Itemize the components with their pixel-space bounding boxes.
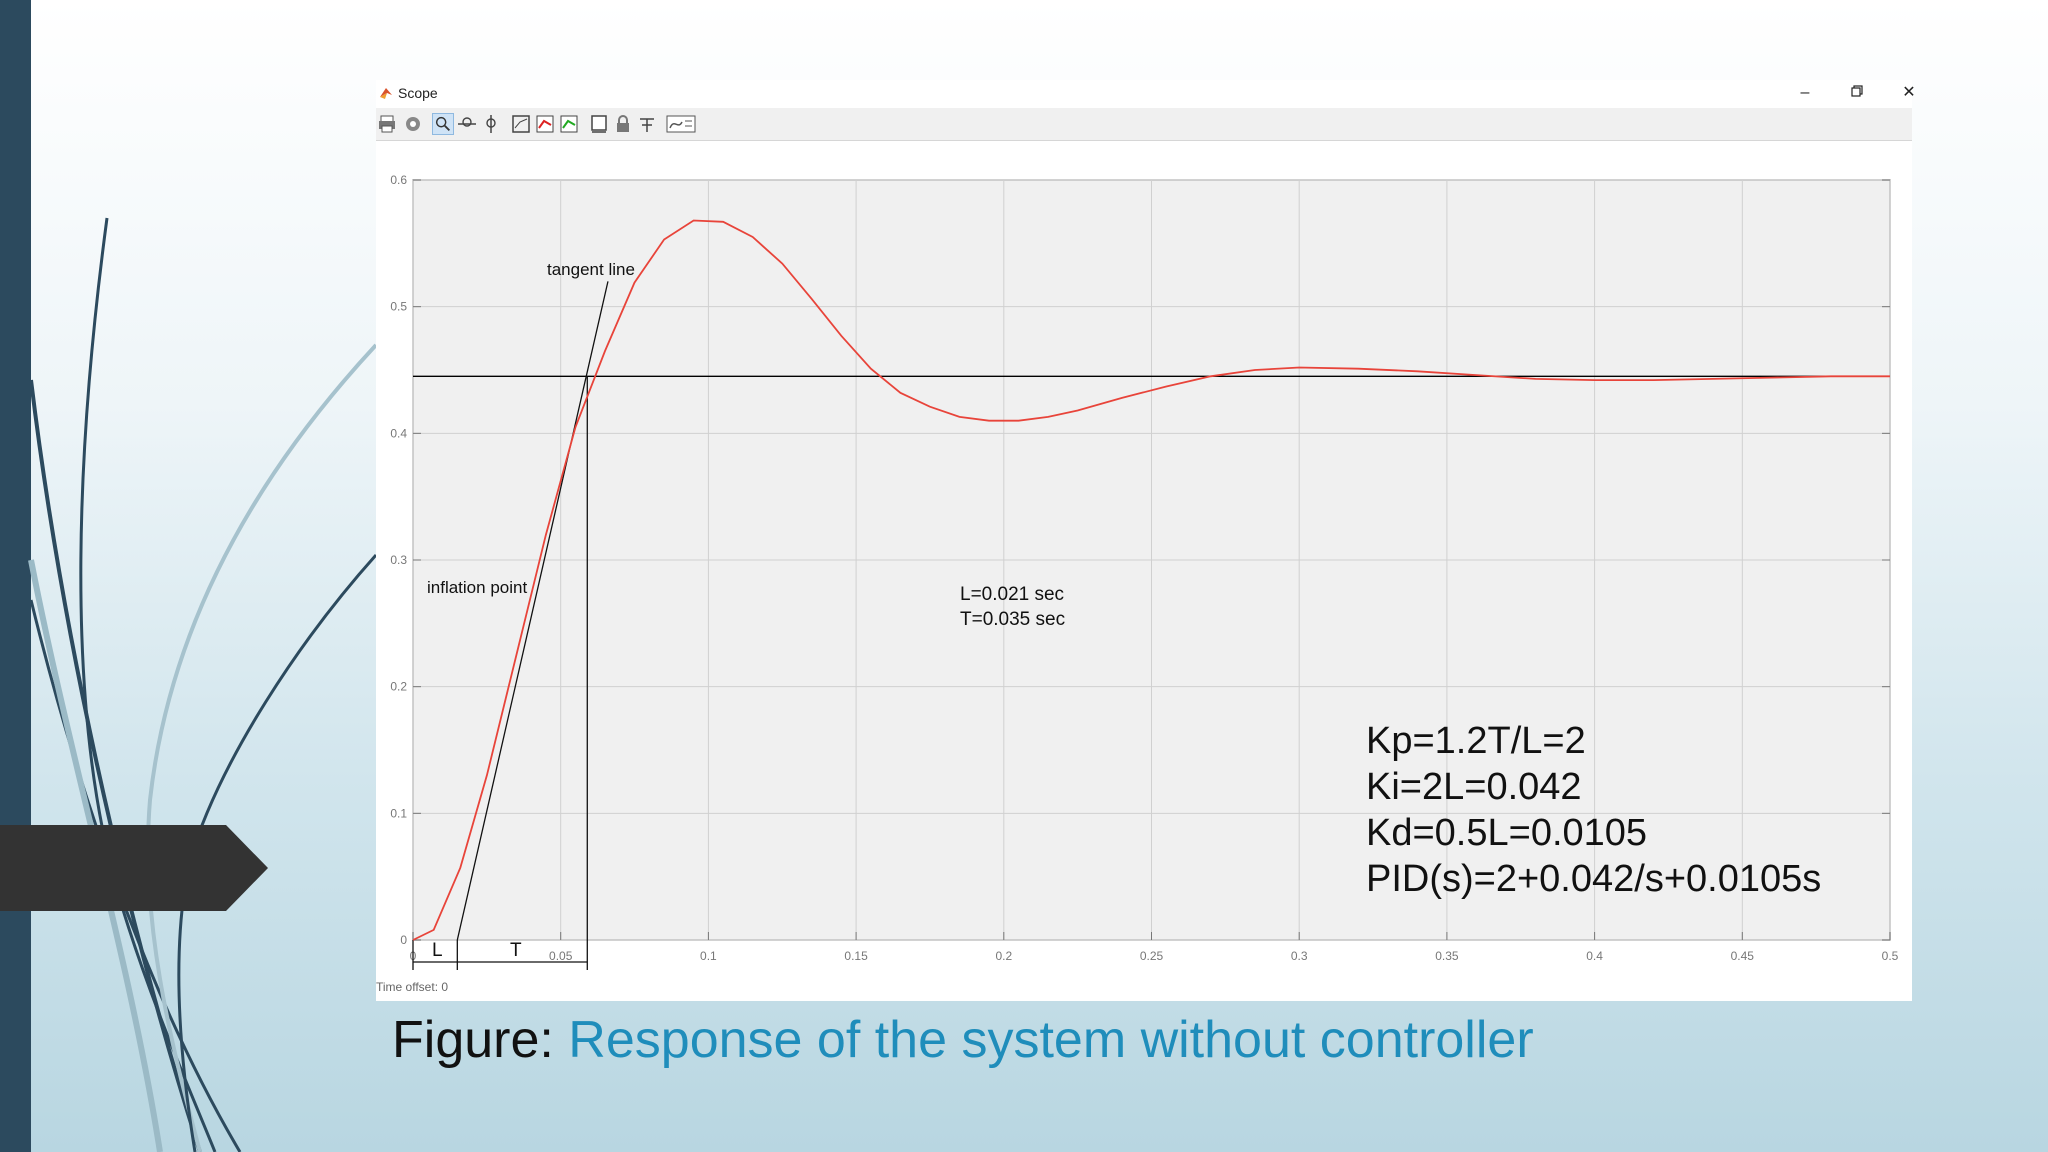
autoscale-icon[interactable] <box>510 113 532 135</box>
x-tick-label: 0.3 <box>1291 949 1308 963</box>
y-tick-label: 0.4 <box>390 426 407 440</box>
minimize-button[interactable]: – <box>1800 84 1810 101</box>
time-offset-label: Time offset: <box>376 980 439 994</box>
save-axes-icon[interactable] <box>534 113 556 135</box>
legend-icon[interactable] <box>666 113 696 135</box>
y-tick-label: 0.3 <box>390 553 407 567</box>
L-value-text: L=0.021 sec <box>960 584 1065 605</box>
ki-text: Ki=2L=0.042 <box>1366 766 1582 808</box>
scope-plot: 00.050.10.150.20.250.30.350.40.450.500.1… <box>390 173 1899 970</box>
x-tick-label: 0.4 <box>1586 949 1603 963</box>
x-tick-label: 0.25 <box>1140 949 1164 963</box>
x-tick-label: 0.35 <box>1435 949 1459 963</box>
kp-text: Kp=1.2T/L=2 <box>1366 720 1586 762</box>
caption-prefix: Figure: <box>392 1011 569 1069</box>
x-tick-label: 0.2 <box>995 949 1012 963</box>
kd-text: Kd=0.5L=0.0105 <box>1366 812 1648 854</box>
x-tick-label: 0.45 <box>1731 949 1755 963</box>
y-tick-label: 0.2 <box>390 680 407 694</box>
x-tick-label: 0.1 <box>700 949 717 963</box>
zoom-y-icon[interactable] <box>480 113 502 135</box>
y-tick-label: 0 <box>400 933 407 947</box>
response-series-line <box>412 219 1890 941</box>
time-offset: Time offset: 0 <box>376 980 448 994</box>
restore-axes-icon[interactable] <box>558 113 580 135</box>
x-tick-label: 0.15 <box>844 949 868 963</box>
maximize-button[interactable] <box>1837 82 1877 104</box>
figure-caption: Figure: Response of the system without c… <box>392 1010 1534 1070</box>
dark-arrow-shape <box>0 825 268 911</box>
tangent-line <box>456 281 609 941</box>
zoom-x-icon[interactable] <box>456 113 478 135</box>
x-tick-label: 0.05 <box>549 949 573 963</box>
T-value-text: T=0.035 sec <box>960 609 1066 630</box>
inflation-point-label: inflation point <box>427 578 528 597</box>
tangent-line-label: tangent line <box>547 260 635 279</box>
lock-axes-icon[interactable] <box>612 113 634 135</box>
close-button[interactable]: ✕ <box>1902 84 1916 101</box>
y-tick-label: 0.1 <box>390 806 407 820</box>
time-offset-value: 0 <box>441 980 449 994</box>
matlab-icon <box>380 88 392 99</box>
T-interval-label: T <box>510 940 522 961</box>
caption-text: Response of the system without controlle… <box>568 1011 1534 1069</box>
floating-scope-icon[interactable] <box>588 113 610 135</box>
print-icon[interactable] <box>376 113 398 135</box>
decorative-curves <box>28 217 378 1152</box>
slide-side-bar <box>0 0 31 1152</box>
parameters-icon[interactable] <box>402 113 424 135</box>
pid-text: PID(s)=2+0.042/s+0.0105s <box>1366 858 1822 900</box>
toolbar <box>376 108 1912 141</box>
scope-window: Scope – ✕ <box>376 80 1916 1001</box>
y-tick-label: 0.5 <box>390 300 407 314</box>
L-interval-label: L <box>432 940 443 961</box>
restore-icon <box>1851 85 1863 97</box>
y-tick-label: 0.6 <box>390 173 407 187</box>
pid-parameters: Kp=1.2T/L=2 Ki=2L=0.042 Kd=0.5L=0.0105 P… <box>1366 718 1821 902</box>
zoom-icon[interactable] <box>432 113 454 135</box>
window-title: Scope <box>398 85 438 101</box>
title-bar: Scope – ✕ <box>376 80 1916 108</box>
x-tick-label: 0.5 <box>1882 949 1899 963</box>
signal-selection-icon[interactable] <box>636 113 658 135</box>
